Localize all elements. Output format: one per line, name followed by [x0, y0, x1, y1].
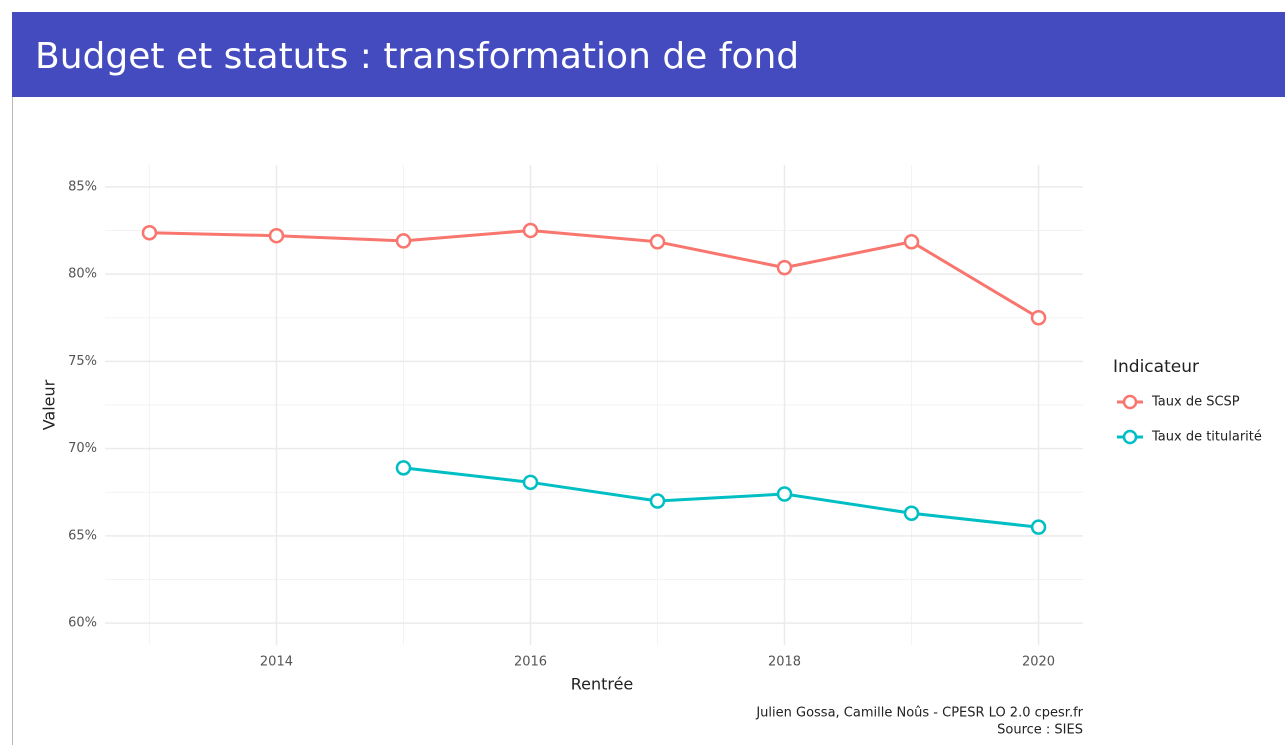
x-tick-label: 2016 [514, 655, 547, 670]
legend-swatch [1122, 429, 1138, 445]
caption: Julien Gossa, Camille Noûs - CPESR LO 2.… [755, 706, 1083, 721]
x-axis-label: Rentrée [571, 675, 634, 694]
data-point [268, 227, 285, 244]
y-axis-label: Valeur [40, 379, 59, 430]
series-line [149, 228, 1040, 320]
x-tick-label: 2014 [260, 655, 293, 670]
legend-label: Taux de SCSP [1151, 395, 1240, 410]
data-point [649, 493, 666, 509]
header-bar [12, 12, 1285, 97]
data-point [1030, 519, 1047, 535]
data-point [395, 460, 412, 476]
x-tick-label: 2018 [768, 655, 801, 670]
data-point [395, 233, 412, 249]
data-point [776, 259, 793, 276]
x-tick-label: 2020 [1022, 655, 1055, 670]
y-tick-label: 80% [68, 267, 97, 282]
caption: Source : SIES [997, 723, 1083, 738]
legend-label: Taux de titularité [1151, 430, 1262, 445]
y-tick-label: 60% [68, 616, 97, 631]
data-point [903, 234, 920, 250]
y-tick-label: 65% [68, 528, 97, 543]
y-tick-label: 70% [68, 441, 97, 456]
y-tick-label: 85% [68, 179, 97, 194]
data-point [903, 505, 920, 521]
data-point [141, 224, 158, 241]
data-point [776, 486, 793, 502]
legend-swatch [1122, 394, 1138, 410]
legend-title: Indicateur [1113, 357, 1199, 377]
series-line [403, 466, 1039, 529]
data-point [522, 222, 539, 239]
data-point [522, 474, 539, 491]
chart-title: Budget et statuts : transformation de fo… [35, 36, 799, 77]
data-point [649, 234, 666, 250]
y-tick-label: 75% [68, 354, 97, 369]
data-point [1030, 309, 1047, 326]
